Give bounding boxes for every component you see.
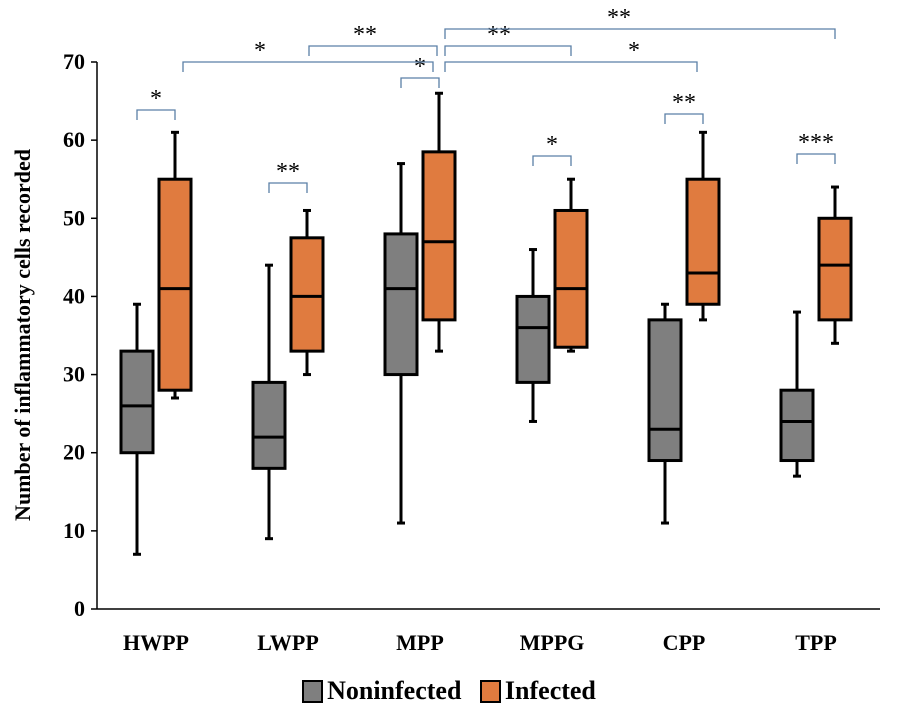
y-tick-label: 40 [63,283,85,308]
category-label-mpp: MPP [396,630,444,655]
box-iqr [685,177,721,306]
significance-label: * [628,38,640,64]
bracket-within-mppg: * [532,132,572,166]
bracket-line [136,109,176,120]
category-labels: HWPP LWPP MPP MPPG CPP TPP [123,630,837,655]
y-tick-label: 30 [63,362,85,387]
box-iqr [553,208,589,349]
box-iqr [817,216,853,322]
boxes [119,91,853,556]
y-tick-label: 0 [74,596,85,621]
significance-label: *** [798,130,834,156]
bracket-within-cpp: ** [664,90,704,124]
bracket-within-tpp: *** [796,130,836,164]
significance-label: * [546,132,558,158]
bracket-line [268,182,308,193]
bracket-line [182,61,434,72]
bracket-lwpp-mpp: ** [308,22,438,56]
legend: Noninfected Infected [0,676,898,710]
box-iqr [779,388,815,463]
significance-label: * [254,38,266,64]
category-label-mppg: MPPG [520,630,585,655]
significance-label: ** [607,5,631,31]
legend-item-noninfected: Noninfected [302,676,461,706]
bracket-line [532,155,572,166]
category-label-hwpp: HWPP [123,630,189,655]
significance-label: ** [276,159,300,185]
significance-label: ** [353,22,377,48]
box-tpp-noninfected [779,310,815,478]
bracket-line [444,61,698,72]
bracket-line [664,113,704,124]
category-label-tpp: TPP [795,630,837,655]
bracket-hwpp-mpp: * [182,38,434,72]
box-lwpp-noninfected [251,263,287,541]
legend-swatch-noninfected [302,679,324,703]
significance-label: ** [672,90,696,116]
category-label-cpp: CPP [663,630,706,655]
bracket-within-hwpp: * [136,86,176,120]
box-mpp-infected [421,91,457,353]
y-axis-label: Number of inflammatory cells recorded [10,149,35,521]
box-iqr [515,294,551,384]
box-mpp-noninfected [383,162,419,525]
box-hwpp-noninfected [119,302,155,556]
bracket-line [444,45,572,56]
axes: 0 10 20 30 40 50 60 70 [63,49,880,621]
box-cpp-noninfected [647,302,683,525]
box-mppg-noninfected [515,248,551,423]
box-iqr [289,236,325,353]
legend-item-infected: Infected [479,676,596,706]
box-lwpp-infected [289,208,325,377]
y-tick-label: 50 [63,205,85,230]
bracket-line [796,153,836,164]
bracket-line [308,45,438,56]
box-plot-chart: Number of inflammatory cells recorded 0 1… [10,5,880,655]
box-cpp-infected [685,130,721,322]
bracket-mpp-mppg: ** [444,22,572,56]
y-tick-label: 60 [63,127,85,152]
category-label-lwpp: LWPP [257,630,319,655]
bracket-within-lwpp: ** [268,159,308,193]
significance-label: * [414,54,426,80]
bracket-line [444,28,836,39]
significance-label: * [150,86,162,112]
box-mppg-infected [553,177,589,353]
legend-label-noninfected: Noninfected [327,676,462,705]
bracket-mpp-tpp: ** [444,5,836,39]
box-hwpp-infected [157,130,193,400]
y-tick-label: 20 [63,440,85,465]
bracket-within-mpp: * [400,54,440,88]
box-iqr [119,349,155,455]
significance-label: ** [487,22,511,48]
legend-label-infected: Infected [504,676,596,705]
legend-swatch-infected [479,679,501,703]
box-iqr [251,380,287,470]
y-tick-label: 10 [63,518,85,543]
box-iqr [157,177,193,392]
box-tpp-infected [817,185,853,345]
box-iqr [647,318,683,463]
box-iqr [421,150,457,322]
bracket-mpp-cpp: * [444,38,698,72]
bracket-line [400,77,440,88]
y-tick-label: 70 [63,49,85,74]
box-iqr [383,232,419,377]
significance-brackets: ************* ***** [136,5,836,193]
